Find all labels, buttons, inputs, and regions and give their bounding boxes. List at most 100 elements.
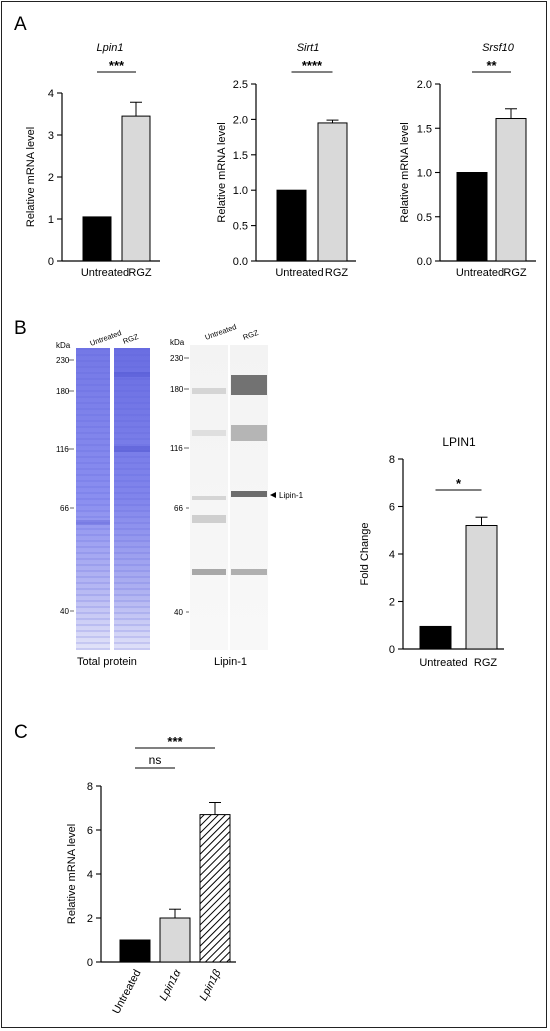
band-rgz-48 [231,569,267,575]
marker-180: 180 [56,387,70,396]
y-tick-label: 1.0 [417,168,432,180]
y-tick-label: 0.5 [417,212,432,224]
lane-label-untreated: Untreated [89,328,123,348]
panel-label-a: A [14,14,27,35]
rgz-band [114,372,150,377]
y-tick-label: 6 [389,502,395,514]
band-untreated-lipin1 [192,496,226,500]
band-pattern-untreated [76,348,110,650]
x-tick-label: Untreated [81,267,129,279]
y-axis-label: Relative mRNA level [25,127,37,227]
chart-title: Sirt1 [297,42,320,54]
y-tick-label: 6 [87,825,93,837]
bar [159,917,191,963]
y-axis-label: Relative mRNA level [216,122,228,222]
y-tick-label: 8 [87,781,93,793]
band-untreated-130 [192,430,226,436]
bar [317,122,348,262]
y-axis-label: Relative mRNA level [66,824,78,924]
bar [419,625,452,650]
band-rgz-130 [231,425,267,441]
y-axis-label: Fold Change [359,523,371,586]
y-tick-label: 4 [87,869,93,881]
lane-label-untreated: Untreated [204,322,238,342]
marker-40: 40 [60,607,69,616]
significance-label: * [456,476,462,491]
significance-label: *** [109,58,125,73]
lane-rgz [230,345,268,650]
bar [276,189,307,262]
chart-title: Lpin1 [97,42,124,54]
kda-label: kDa [56,341,71,350]
marker-230: 230 [170,354,184,363]
bar [495,118,527,262]
chart-title: Srsf10 [482,42,515,54]
band-untreated-180 [192,388,226,394]
lipin1-band-label: Lipin-1 [279,491,304,500]
y-tick-label: 3 [48,130,54,142]
bar [121,115,151,262]
x-tick-label: Untreated [419,657,467,669]
lane-label-rgz: RGZ [242,328,260,342]
band-rgz-lipin1 [231,491,267,497]
y-tick-label: 4 [48,88,54,100]
y-tick-label: 0 [87,957,93,969]
y-tick-label: 2 [87,913,93,925]
untreated-band [76,520,110,525]
marker-66: 66 [60,504,69,513]
chart-title: LPIN1 [442,435,476,449]
marker-230: 230 [56,356,70,365]
rgz-band [114,446,150,452]
band-rgz-180 [231,375,267,395]
y-tick-label: 2 [48,172,54,184]
x-tick-label: RGZ [325,267,349,279]
y-tick-label: 8 [389,454,395,466]
lane-label-rgz: RGZ [122,332,140,346]
y-tick-label: 1 [48,214,54,226]
marker-116: 116 [56,445,69,454]
x-tick-label: RGZ [128,267,152,279]
band-pattern-rgz [114,348,150,650]
arrowhead-icon [270,492,276,498]
y-tick-label: 1.0 [233,185,248,197]
kda-label: kDa [170,338,185,347]
panel-label-c: C [14,722,28,743]
panel-label-b: B [14,318,27,339]
y-tick-label: 4 [389,549,395,561]
marker-66: 66 [174,504,183,513]
x-tick-label: RGZ [503,267,527,279]
total-protein-blot: kDa Untreated RGZ 230 180 116 66 40 [56,328,150,650]
y-tick-label: 1.5 [417,123,432,135]
significance-label: ** [486,58,497,73]
y-axis-label: Relative mRNA level [399,122,411,222]
significance-label: ns [149,753,162,767]
y-tick-label: 2 [389,597,395,609]
y-tick-label: 2.5 [233,79,248,91]
x-tick-label: Untreated [275,267,323,279]
band-untreated-48 [192,569,226,575]
y-tick-label: 1.5 [233,150,248,162]
band-untreated-60 [192,515,226,523]
bar [119,939,151,963]
marker-40: 40 [174,608,183,617]
blot-caption-total-protein: Total protein [77,656,137,668]
marker-180: 180 [170,385,184,394]
significance-label: **** [302,58,323,73]
y-tick-label: 2.0 [417,79,432,91]
x-tick-label: RGZ [474,657,498,669]
y-tick-label: 0 [48,256,54,268]
y-tick-label: 0.5 [233,221,248,233]
y-tick-label: 2.0 [233,114,248,126]
bar [465,525,498,650]
blot-caption-lipin1: Lipin-1 [214,656,248,668]
significance-label: *** [167,734,183,749]
y-tick-label: 0.0 [417,256,432,268]
x-tick-label: Untreated [456,267,504,279]
marker-116: 116 [170,444,183,453]
y-tick-label: 0 [389,644,395,656]
lipin1-blot: kDa Untreated RGZ 230 180 116 66 40 Lipi… [170,322,304,650]
y-tick-label: 0.0 [233,256,248,268]
